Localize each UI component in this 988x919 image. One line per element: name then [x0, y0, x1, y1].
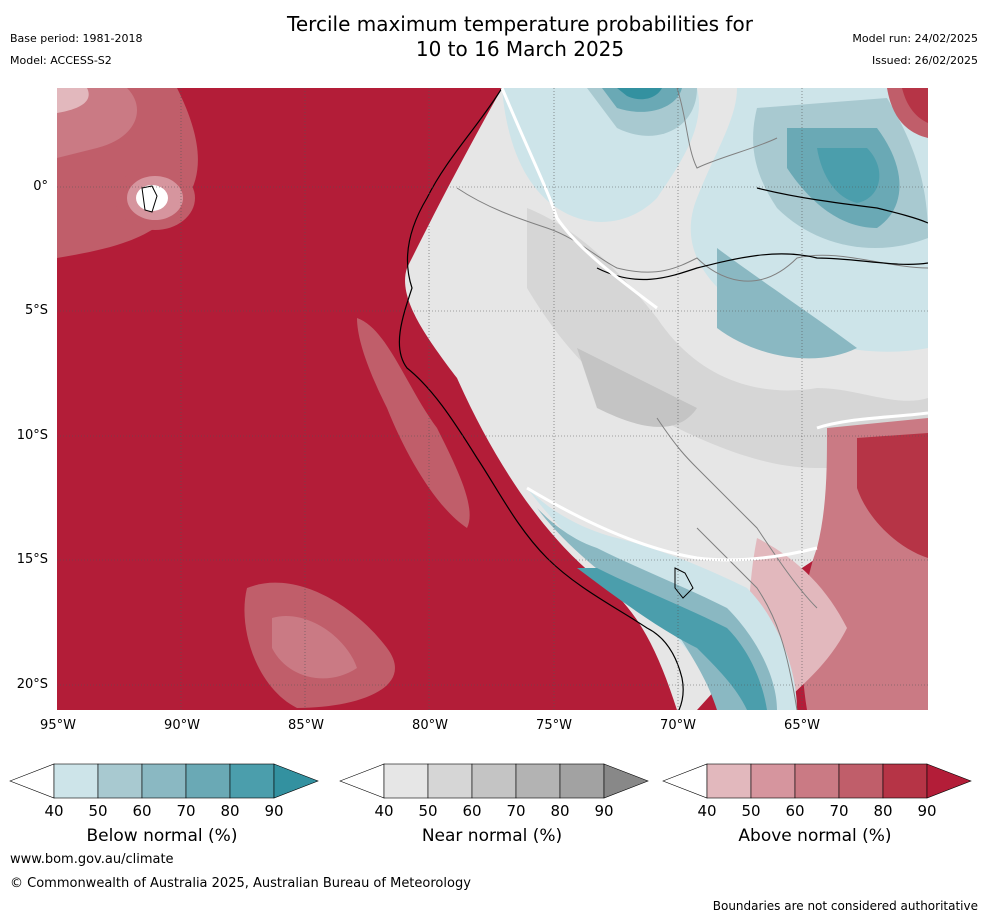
below-tick-80: 80 — [220, 802, 240, 820]
colorbar-below-bin-80-90 — [229, 763, 275, 799]
border-bolivia-chile — [696, 527, 798, 710]
colorbar-near-bin-70-80 — [515, 763, 561, 799]
galapagos-halo-white — [136, 185, 168, 211]
border-peru-bolivia — [656, 417, 818, 609]
colorbar-below-title: Below normal (%) — [86, 826, 238, 846]
colorbar-above-high-arrow — [926, 763, 972, 799]
meta-left: Base period: 1981-2018 Model: ACCESS-S2 — [10, 28, 142, 72]
contour-white-3 — [816, 411, 928, 430]
boundary-disclaimer: Boundaries are not considered authoritat… — [712, 899, 978, 913]
probability-map — [57, 88, 928, 710]
below-south-coast-90 — [577, 568, 767, 710]
meta-right: Model run: 24/02/2025 Issued: 26/02/2025 — [852, 28, 978, 72]
base-period: Base period: 1981-2018 — [10, 32, 143, 45]
near-tick-80: 80 — [550, 802, 570, 820]
near-tick-40: 40 — [374, 802, 394, 820]
lon-label-80w: 80°W — [412, 718, 448, 733]
copyright-notice: © Commonwealth of Australia 2025, Austra… — [10, 876, 471, 891]
below-north-east-90 — [817, 148, 880, 203]
below-tick-40: 40 — [44, 802, 64, 820]
below-central-east — [717, 248, 857, 359]
rio-negro — [756, 187, 928, 224]
lon-label-75w: 75°W — [536, 718, 572, 733]
lat-label-15s: 15°S — [16, 552, 48, 567]
above-southeast-80 — [857, 433, 928, 558]
colorbar-below-low-arrow — [9, 763, 55, 799]
land-near-normal-70 — [577, 348, 697, 427]
title-line-1: Tercile maximum temperature probabilitie… — [287, 12, 753, 36]
website-link[interactable]: www.bom.gov.au/climate — [10, 852, 174, 867]
border-ecuador-peru-brazil — [456, 187, 928, 282]
coastal-band-red — [357, 318, 470, 528]
colorbar-near-bin-80-90 — [559, 763, 605, 799]
issued-date: Issued: 26/02/2025 — [871, 54, 978, 67]
colorbar-above-bin-60-70 — [794, 763, 840, 799]
below-north-90 — [617, 88, 662, 100]
above-tick-90: 90 — [917, 802, 937, 820]
colorbar-near — [339, 763, 649, 799]
lon-label-95w: 95°W — [40, 718, 76, 733]
colorbar-above — [662, 763, 972, 799]
ocean-southern-band-2 — [272, 616, 357, 679]
lon-label-85w: 85°W — [288, 718, 324, 733]
below-north-80 — [602, 88, 682, 112]
colorbar-below-bin-70-80 — [185, 763, 231, 799]
lat-label-20s: 20°S — [16, 677, 48, 692]
colorbar-below-bin-40-50 — [53, 763, 99, 799]
colorbar-above-title: Above normal (%) — [738, 826, 892, 846]
title-line-2: 10 to 16 March 2025 — [415, 37, 625, 61]
map-title: Tercile maximum temperature probabilitie… — [0, 12, 988, 62]
colorbar-near-bin-40-50 — [383, 763, 429, 799]
colorbar-near-bin-60-70 — [471, 763, 517, 799]
land-near-normal-60 — [527, 208, 928, 468]
colorbar-above-low-arrow — [662, 763, 708, 799]
colorbar-below-bin-50-60 — [97, 763, 143, 799]
lon-label-65w: 65°W — [784, 718, 820, 733]
colorbar-below-bin-60-70 — [141, 763, 187, 799]
near-tick-90: 90 — [594, 802, 614, 820]
near-tick-50: 50 — [418, 802, 438, 820]
above-ne-corner-80 — [902, 88, 928, 123]
colorbar-above-bin-70-80 — [838, 763, 884, 799]
coastline — [398, 88, 684, 710]
contour-white-2 — [526, 486, 818, 562]
amazon-river — [596, 253, 928, 281]
galapagos-outline — [141, 185, 158, 213]
colorbar-above-bin-80-90 — [882, 763, 928, 799]
ocean-lightest-corner — [57, 88, 89, 113]
lat-label-10s: 10°S — [16, 428, 48, 443]
above-tick-40: 40 — [697, 802, 717, 820]
colorbar-above-bin-50-60 — [750, 763, 796, 799]
contour-white-1 — [500, 88, 658, 310]
lat-label-5s: 5°S — [24, 303, 48, 318]
below-tick-70: 70 — [176, 802, 196, 820]
below-tick-90: 90 — [264, 802, 284, 820]
colorbar-near-title: Near normal (%) — [421, 826, 563, 846]
below-tick-60: 60 — [132, 802, 152, 820]
border-colombia — [676, 88, 778, 169]
colorbar-near-high-arrow — [603, 763, 649, 799]
colorbar-below — [9, 763, 319, 799]
lon-label-90w: 90°W — [164, 718, 200, 733]
model-run: Model run: 24/02/2025 — [852, 32, 978, 45]
above-tick-60: 60 — [785, 802, 805, 820]
colorbar-near-bin-50-60 — [427, 763, 473, 799]
below-tick-50: 50 — [88, 802, 108, 820]
above-tick-50: 50 — [741, 802, 761, 820]
near-tick-60: 60 — [462, 802, 482, 820]
colorbar-above-bin-40-50 — [706, 763, 752, 799]
lake-titicaca — [674, 567, 694, 599]
map-svg — [57, 88, 928, 710]
lat-label-0: 0° — [33, 179, 48, 194]
above-tick-70: 70 — [829, 802, 849, 820]
colorbar-below-high-arrow — [273, 763, 319, 799]
colorbar-near-low-arrow — [339, 763, 385, 799]
near-tick-70: 70 — [506, 802, 526, 820]
above-tick-80: 80 — [873, 802, 893, 820]
model-name: Model: ACCESS-S2 — [10, 54, 112, 67]
graticule — [57, 88, 928, 710]
lon-label-70w: 70°W — [660, 718, 696, 733]
